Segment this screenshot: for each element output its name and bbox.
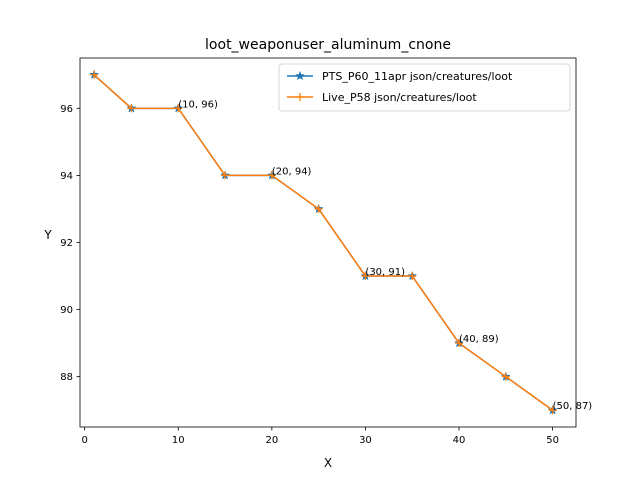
data-label: (50, 87): [553, 401, 593, 412]
y-axis-title: Y: [43, 228, 52, 242]
y-tick-label: 92: [60, 238, 73, 249]
x-axis-title: X: [324, 456, 332, 470]
series-2-point: [548, 406, 557, 415]
x-tick-label: 30: [359, 435, 372, 446]
data-label: (20, 94): [272, 166, 312, 177]
legend-label-1: PTS_P60_11apr json/creatures/loot: [322, 70, 513, 83]
legend-marker-2: [296, 93, 304, 101]
data-label: (30, 91): [365, 267, 405, 278]
x-tick-label: 0: [81, 435, 87, 446]
series-2-point: [90, 70, 99, 79]
x-tick-label: 20: [265, 435, 278, 446]
series-2-point: [408, 272, 417, 281]
series-2-point: [267, 171, 276, 180]
series-2-point: [501, 372, 510, 381]
x-tick-label: 40: [453, 435, 466, 446]
series-2-point: [361, 272, 370, 281]
data-label: (10, 96): [178, 99, 218, 110]
x-tick-label: 50: [546, 435, 559, 446]
plot-area: 0 10 20 30 40 50 88 90 92 94 96 (10, 96) (20, 94) (30…: [60, 69, 593, 446]
x-tick-label: 10: [172, 435, 185, 446]
chart-title: loot_weaponuser_aluminum_cnone: [205, 37, 451, 53]
y-tick-label: 96: [60, 104, 73, 115]
data-label: (40, 89): [459, 334, 499, 345]
y-tick-label: 88: [60, 372, 73, 383]
series-2-point: [221, 171, 230, 180]
series-2-point: [314, 204, 323, 213]
legend-marker-1: [295, 70, 305, 81]
plot-frame: [79, 57, 577, 428]
legend-label-2: Live_P58 json/creatures/loot: [322, 91, 477, 104]
y-tick-label: 90: [60, 305, 73, 316]
y-tick-label: 94: [60, 171, 73, 182]
legend-box: [278, 63, 571, 112]
series-2-point: [174, 104, 183, 113]
series-2-point: [127, 104, 136, 113]
series-2-point: [455, 339, 464, 348]
legend: PTS_P60_11apr json/creatures/loot Live_P5…: [278, 63, 571, 112]
